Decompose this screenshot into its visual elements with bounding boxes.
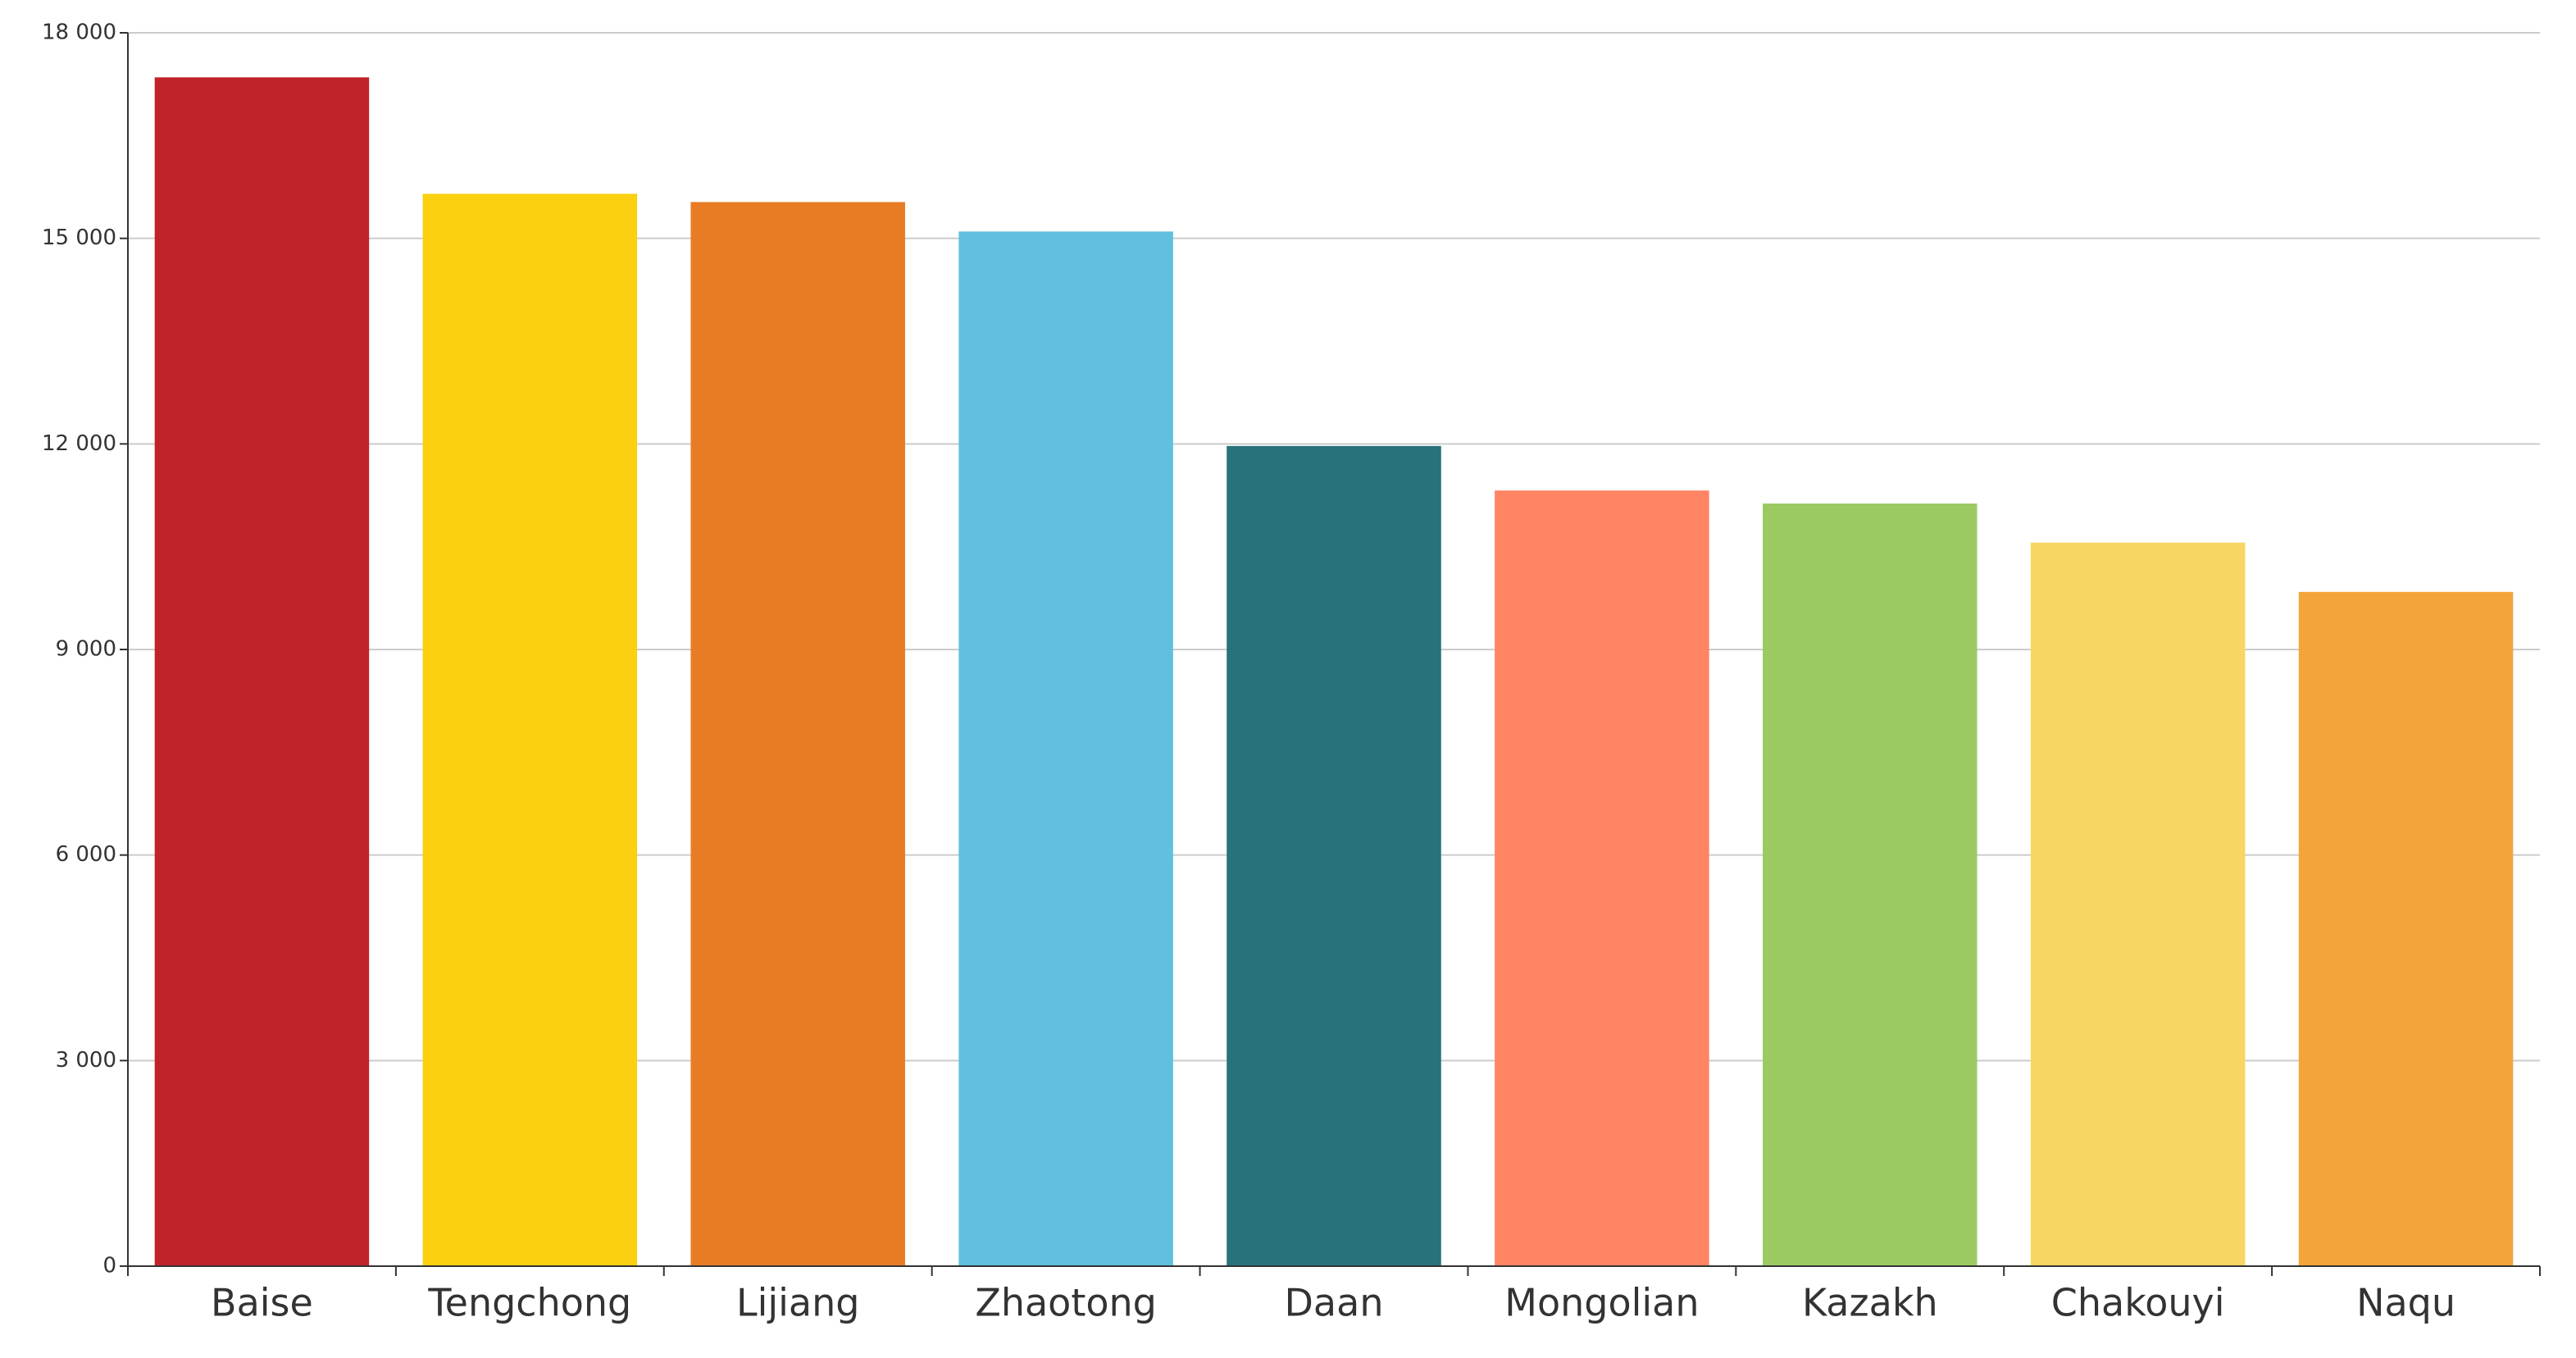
y-tick-label: 9 000: [56, 637, 116, 662]
x-tick-label: Chakouyi: [2051, 1281, 2225, 1325]
x-tick-label: Kazakh: [1802, 1281, 1938, 1325]
y-tick-label: 6 000: [56, 842, 116, 867]
y-tick-label: 18 000: [42, 21, 116, 45]
bar: [1227, 445, 1441, 1266]
y-tick-label: 15 000: [42, 226, 116, 250]
bar: [422, 194, 638, 1266]
bar: [1495, 490, 1709, 1266]
x-tick-label: Baise: [211, 1281, 313, 1325]
bar: [1763, 504, 1978, 1266]
bar: [958, 231, 1173, 1267]
y-tick-label: 0: [102, 1254, 116, 1278]
x-tick-label: Naqu: [2356, 1281, 2455, 1325]
y-tick-label: 3 000: [56, 1048, 116, 1073]
bar: [154, 77, 370, 1266]
bar: [690, 202, 905, 1267]
y-tick-label: 12 000: [42, 431, 116, 456]
x-tick-label: Daan: [1285, 1281, 1384, 1325]
x-tick-label: Lijiang: [736, 1281, 860, 1325]
x-tick-label: Zhaotong: [975, 1281, 1157, 1325]
x-tick-label: Tengchong: [427, 1281, 631, 1325]
bar: [2298, 591, 2514, 1266]
x-tick-label: Mongolian: [1504, 1281, 1699, 1325]
bar: [2030, 542, 2246, 1266]
